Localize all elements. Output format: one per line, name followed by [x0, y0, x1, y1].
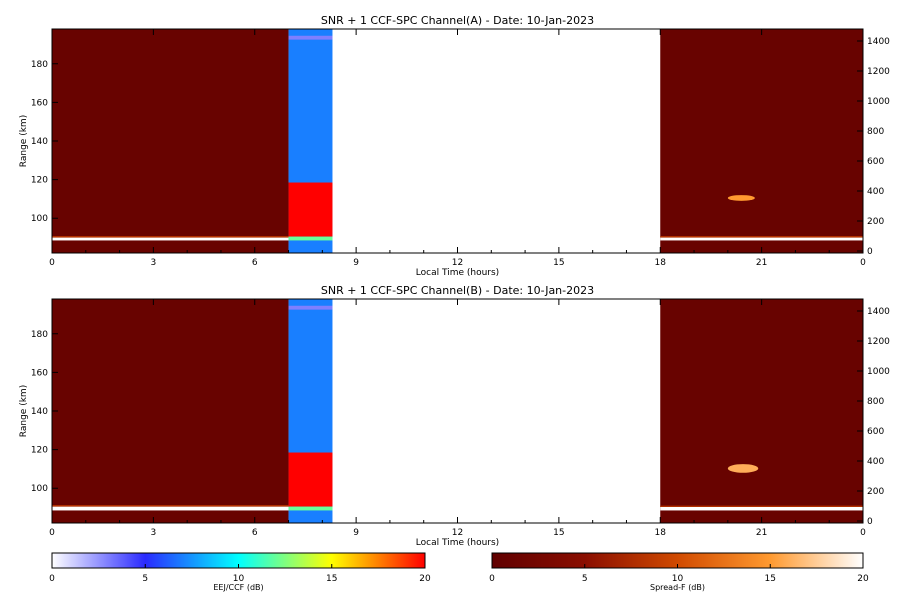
heatmap-layer — [52, 237, 289, 241]
colorbar-label: Spread-F (dB) — [650, 583, 705, 592]
x-tick-label: 0 — [860, 528, 866, 538]
heatmap-layer — [52, 236, 289, 238]
right-tick-label: 1000 — [867, 367, 890, 377]
right-tick-label: 1400 — [867, 307, 890, 317]
y-axis-label: Range (km) — [19, 385, 29, 437]
heatmap-layer — [660, 505, 863, 507]
y-tick-label: 160 — [31, 368, 48, 378]
y-tick-label: 140 — [31, 137, 48, 147]
x-tick-label: 15 — [553, 258, 564, 268]
y-axis-label: Range (km) — [19, 115, 29, 167]
heatmap-layer — [52, 505, 289, 507]
colorbar-tick-label: 15 — [326, 574, 337, 584]
right-tick-label: 1000 — [867, 97, 890, 107]
chart-title: SNR + 1 CCF-SPC Channel(B) - Date: 10-Ja… — [321, 284, 594, 297]
heatmap-layer — [288, 182, 333, 237]
colorbar-label: EEJ/CCF (dB) — [213, 583, 263, 592]
x-tick-label: 6 — [252, 258, 258, 268]
x-tick-label: 0 — [860, 258, 866, 268]
segment-spreadf-0 — [52, 29, 289, 253]
heatmap-layer — [288, 236, 333, 241]
colorbar-tick-label: 5 — [582, 574, 588, 584]
x-tick-label: 18 — [655, 258, 667, 268]
y-tick-label: 100 — [31, 484, 48, 494]
y-tick-label: 180 — [31, 330, 48, 340]
heatmap-layer — [288, 452, 333, 507]
colorbar-spreadf: 0 5 10 15 20 Spread-F (dB) — [489, 552, 869, 592]
echo-patch — [727, 464, 759, 473]
y-tick-label: 180 — [31, 60, 48, 70]
segment-spreadf-0 — [52, 299, 289, 523]
heatmap-layer — [660, 299, 863, 523]
heatmap-panel-a: SNR + 1 CCF-SPC Channel(A) - Date: 10-Ja… — [19, 14, 890, 278]
y-tick-label: 140 — [31, 407, 48, 417]
panels: SNR + 1 CCF-SPC Channel(A) - Date: 10-Ja… — [19, 14, 890, 548]
heatmap-panel-b: SNR + 1 CCF-SPC Channel(B) - Date: 10-Ja… — [19, 284, 890, 548]
heatmap-layer — [288, 35, 333, 40]
heatmap-layer — [660, 506, 863, 511]
right-tick-label: 600 — [867, 427, 884, 437]
heatmap-layer — [288, 305, 333, 310]
segment-eejccf-1 — [288, 29, 333, 253]
segment-eejccf-1 — [288, 299, 333, 523]
right-tick-label: 600 — [867, 157, 884, 167]
echo-patch — [727, 195, 755, 201]
right-tick-label: 1200 — [867, 67, 890, 77]
colorbar-tick-label: 20 — [857, 574, 869, 584]
x-tick-label: 18 — [655, 528, 667, 538]
x-tick-label: 12 — [452, 258, 463, 268]
x-tick-label: 3 — [151, 528, 157, 538]
colorbar-tick-label: 10 — [672, 574, 684, 584]
right-tick-label: 1400 — [867, 37, 890, 47]
right-tick-label: 200 — [867, 217, 884, 227]
y-tick-label: 120 — [31, 446, 48, 456]
right-tick-label: 800 — [867, 127, 884, 137]
x-tick-label: 15 — [553, 528, 564, 538]
segment-spreadf-2 — [660, 29, 863, 253]
right-tick-label: 0 — [867, 517, 873, 527]
y-tick-label: 160 — [31, 98, 48, 108]
right-tick-label: 0 — [867, 247, 873, 257]
heatmap-layer — [52, 29, 289, 253]
heatmap-layer — [660, 29, 863, 253]
colorbar-tick-label: 0 — [489, 574, 495, 584]
x-tick-label: 9 — [353, 528, 359, 538]
y-tick-label: 100 — [31, 214, 48, 224]
x-axis-label: Local Time (hours) — [416, 268, 499, 278]
chart-title: SNR + 1 CCF-SPC Channel(A) - Date: 10-Ja… — [321, 14, 594, 27]
right-tick-label: 200 — [867, 487, 884, 497]
x-tick-label: 0 — [49, 258, 55, 268]
heatmap-layer — [52, 506, 289, 511]
right-tick-label: 400 — [867, 187, 884, 197]
x-tick-label: 12 — [452, 528, 463, 538]
colorbar-tick-label: 10 — [233, 574, 245, 584]
x-tick-label: 3 — [151, 258, 157, 268]
heatmap-layer — [660, 236, 863, 238]
y-tick-label: 120 — [31, 176, 48, 186]
x-axis-label: Local Time (hours) — [416, 538, 499, 548]
colorbar-tick-label: 0 — [49, 574, 55, 584]
x-tick-label: 21 — [756, 528, 767, 538]
colorbar-tick-label: 20 — [419, 574, 431, 584]
colorbar-tick-label: 15 — [765, 574, 776, 584]
heatmap-layer — [52, 299, 289, 523]
right-tick-label: 400 — [867, 457, 884, 467]
x-tick-label: 9 — [353, 258, 359, 268]
segment-spreadf-2 — [660, 299, 863, 523]
right-tick-label: 1200 — [867, 337, 890, 347]
colorbars: 0 5 10 15 20 EEJ/CCF (dB) 0 5 10 15 20 Spread-F (dB… — [49, 552, 869, 592]
x-tick-label: 21 — [756, 258, 767, 268]
heatmap-layer — [660, 237, 863, 241]
x-tick-label: 6 — [252, 528, 258, 538]
heatmap-layer — [288, 506, 333, 511]
x-tick-label: 0 — [49, 528, 55, 538]
colorbar-eej: 0 5 10 15 20 EEJ/CCF (dB) — [49, 552, 431, 592]
right-tick-label: 800 — [867, 397, 884, 407]
colorbar-tick-label: 5 — [142, 574, 148, 584]
